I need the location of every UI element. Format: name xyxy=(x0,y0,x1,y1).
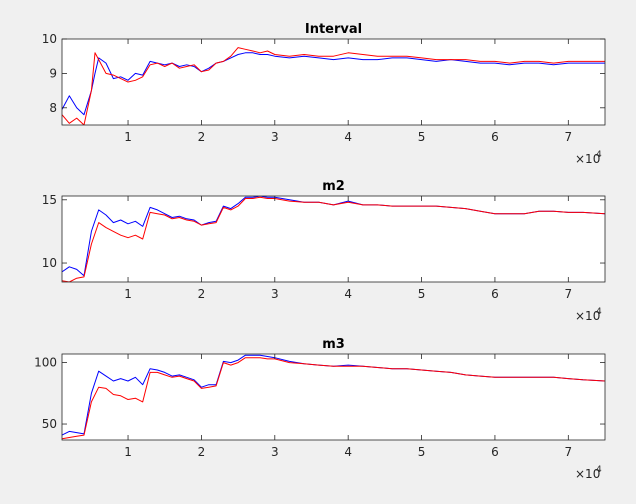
x-exponent-label: ×10 xyxy=(575,309,600,323)
x-exponent-label: ×10 xyxy=(575,467,600,481)
series-group xyxy=(62,47,605,125)
x-exponent-label: ×10 xyxy=(575,152,600,166)
series-line-red xyxy=(62,357,605,440)
x-tick-label: 7 xyxy=(564,287,572,301)
x-exponent-power: 4 xyxy=(596,307,602,317)
x-tick-label: 7 xyxy=(564,445,572,459)
x-tick-label: 2 xyxy=(198,130,206,144)
x-tick-label: 4 xyxy=(344,445,352,459)
x-tick-label: 3 xyxy=(271,445,279,459)
y-tick-label: 8 xyxy=(49,101,57,115)
x-exponent-power: 4 xyxy=(596,150,602,160)
x-tick-label: 4 xyxy=(344,287,352,301)
y-tick-label: 50 xyxy=(42,417,57,431)
axes-title-m3: m3 xyxy=(322,337,345,352)
x-tick-label: 1 xyxy=(124,130,132,144)
plot-area xyxy=(62,354,605,440)
series-group xyxy=(62,354,605,440)
x-tick-label: 2 xyxy=(198,287,206,301)
y-tick-label: 10 xyxy=(42,32,57,46)
y-tick-label: 10 xyxy=(42,256,57,270)
plot-area xyxy=(62,196,605,282)
plot-area xyxy=(62,39,605,125)
x-tick-label: 7 xyxy=(564,130,572,144)
x-tick-label: 6 xyxy=(491,130,499,144)
series-line-red xyxy=(62,196,605,282)
series-group xyxy=(62,196,605,282)
x-tick-label: 5 xyxy=(418,287,426,301)
y-tick-label: 100 xyxy=(34,356,57,370)
x-tick-label: 2 xyxy=(198,445,206,459)
x-tick-label: 5 xyxy=(418,445,426,459)
x-tick-label: 3 xyxy=(271,287,279,301)
x-exponent-power: 4 xyxy=(596,465,602,475)
x-tick-label: 6 xyxy=(491,287,499,301)
axes-title-interval: Interval xyxy=(305,22,362,37)
axes-title-m2: m2 xyxy=(322,179,345,194)
axes-box xyxy=(61,353,606,441)
axes-box xyxy=(61,195,606,283)
x-tick-label: 1 xyxy=(124,287,132,301)
x-tick-label: 1 xyxy=(124,445,132,459)
x-tick-label: 6 xyxy=(491,445,499,459)
x-tick-label: 5 xyxy=(418,130,426,144)
axes-box xyxy=(61,38,606,126)
x-tick-label: 4 xyxy=(344,130,352,144)
series-line-red xyxy=(62,47,605,125)
y-tick-label: 15 xyxy=(42,193,57,207)
x-tick-label: 3 xyxy=(271,130,279,144)
y-tick-label: 9 xyxy=(49,66,57,80)
